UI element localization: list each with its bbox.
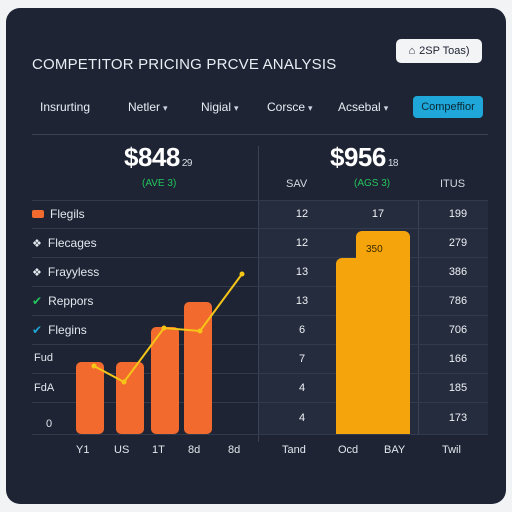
nav-item-label: Insrurting <box>40 100 91 114</box>
table-cell: 166 <box>448 353 468 365</box>
chevron-down-icon: ▾ <box>308 103 313 113</box>
check-icon: ✔ <box>32 294 43 308</box>
top-right-button-label: 2SP Toas) <box>419 45 470 57</box>
table-cell: 279 <box>448 237 468 249</box>
left-price: $848 29 <box>124 142 192 173</box>
legend-item: ✔ Reppors <box>32 294 93 308</box>
right-price-sub: (AGS 3) <box>354 178 391 189</box>
x-axis-label: US <box>114 444 130 456</box>
table-cell: 786 <box>448 295 468 307</box>
bar-value-label: 350 <box>366 244 383 255</box>
left-price-sub: (AVE 3) <box>142 178 177 189</box>
row-divider <box>32 344 488 345</box>
y-axis-label: FdA <box>34 382 55 394</box>
nav-item-4[interactable]: Acsebal ▾ <box>338 100 388 114</box>
bar-chart <box>76 271 245 434</box>
table-cell: 17 <box>371 208 385 220</box>
left-price-suffix: 29 <box>181 158 193 169</box>
legend-label: Flegils <box>50 207 85 221</box>
table-cell: 13 <box>295 295 309 307</box>
row-divider <box>32 257 488 258</box>
table-cell: 4 <box>298 412 306 424</box>
nav-item-label: Nigial <box>201 100 232 114</box>
table-cell: 173 <box>448 412 468 424</box>
bar-8d <box>184 302 212 434</box>
legend-item: ✔ Flegins <box>32 323 87 337</box>
chevron-down-icon: ▾ <box>234 103 239 113</box>
x-axis-label: Y1 <box>76 444 90 456</box>
nav-bar: Insrurting Netler ▾ Nigial ▾ Corsce ▾ Acseb… <box>6 100 506 120</box>
row-divider <box>32 200 488 201</box>
row-divider <box>32 434 488 435</box>
bar-Y1 <box>76 362 104 434</box>
page-title: COMPETITOR PRICING PRCVE ANALYSIS <box>32 56 337 73</box>
trend-point <box>197 328 203 334</box>
y-axis-label: 0 <box>46 418 53 430</box>
left-price-value: $848 <box>124 142 180 172</box>
right-price: $956 18 <box>330 142 398 173</box>
legend-label: Reppors <box>48 294 94 308</box>
x-axis-label: BAY <box>384 444 406 456</box>
diamond-icon: ❖ <box>32 266 42 279</box>
x-axis-label: 8d <box>228 444 241 456</box>
table-cell: 4 <box>298 382 306 394</box>
x-axis-label: 8d <box>188 444 201 456</box>
bar-1T <box>151 327 179 434</box>
chevron-down-icon: ▾ <box>163 103 168 113</box>
dashboard-frame: COMPETITOR PRICING PRCVE ANALYSIS ⌂ 2SP … <box>6 8 506 504</box>
row-divider <box>32 228 488 229</box>
table-cell: 386 <box>448 266 468 278</box>
right-price-value: $956 <box>330 142 386 172</box>
x-axis-label: Ocd <box>338 444 359 456</box>
vertical-divider <box>258 146 259 442</box>
header-divider <box>32 134 488 135</box>
nav-item-active[interactable]: Compeffior <box>413 96 483 118</box>
x-axis-label: Tand <box>282 444 306 456</box>
x-axis-label: 1T <box>152 444 165 456</box>
table-cell: 12 <box>295 237 309 249</box>
home-icon: ⌂ <box>408 45 416 57</box>
legend-item: ❖ Frayyless <box>32 265 99 279</box>
row-divider <box>32 315 488 316</box>
table-cell: 706 <box>448 324 468 336</box>
row-divider <box>32 402 488 403</box>
table-cell: 185 <box>448 382 468 394</box>
check-icon: ✔ <box>32 323 43 337</box>
column-header: ITUS <box>440 178 466 190</box>
big-bar <box>336 258 410 434</box>
table-cell: 13 <box>295 266 309 278</box>
trend-point <box>121 379 127 385</box>
legend-label: Frayyless <box>47 265 100 279</box>
nav-item-label: Acsebal <box>338 100 381 114</box>
table-cell: 6 <box>298 324 306 336</box>
nav-item-3[interactable]: Corsce ▾ <box>267 100 313 114</box>
trend-point <box>91 363 97 369</box>
nav-item-label: Corsce <box>267 100 306 114</box>
top-right-button[interactable]: ⌂ 2SP Toas) <box>396 39 482 63</box>
x-axis-label: Twil <box>442 444 461 456</box>
nav-item-label: Netler <box>128 100 161 114</box>
legend-label: Flecages <box>47 236 97 250</box>
legend-item: Flegils <box>32 207 85 221</box>
right-price-suffix: 18 <box>387 158 399 169</box>
legend-item: ❖ Flecages <box>32 236 97 250</box>
nav-item-0[interactable]: Insrurting <box>40 100 90 114</box>
legend-label: Flegins <box>48 323 87 337</box>
nav-item-1[interactable]: Netler ▾ <box>128 100 168 114</box>
vertical-divider <box>418 200 419 434</box>
table-cell: 199 <box>448 208 468 220</box>
nav-item-2[interactable]: Nigial ▾ <box>201 100 239 114</box>
row-divider <box>32 286 488 287</box>
orange-swatch-icon <box>32 210 44 218</box>
column-header: SAV <box>286 178 308 190</box>
chevron-down-icon: ▾ <box>383 103 389 113</box>
diamond-icon: ❖ <box>32 237 42 250</box>
table-cell: 12 <box>295 208 309 220</box>
y-axis-label: Fud <box>34 352 53 364</box>
row-divider <box>32 373 488 374</box>
trend-point <box>239 271 245 277</box>
trend-point <box>161 325 167 331</box>
table-cell: 7 <box>298 353 306 365</box>
